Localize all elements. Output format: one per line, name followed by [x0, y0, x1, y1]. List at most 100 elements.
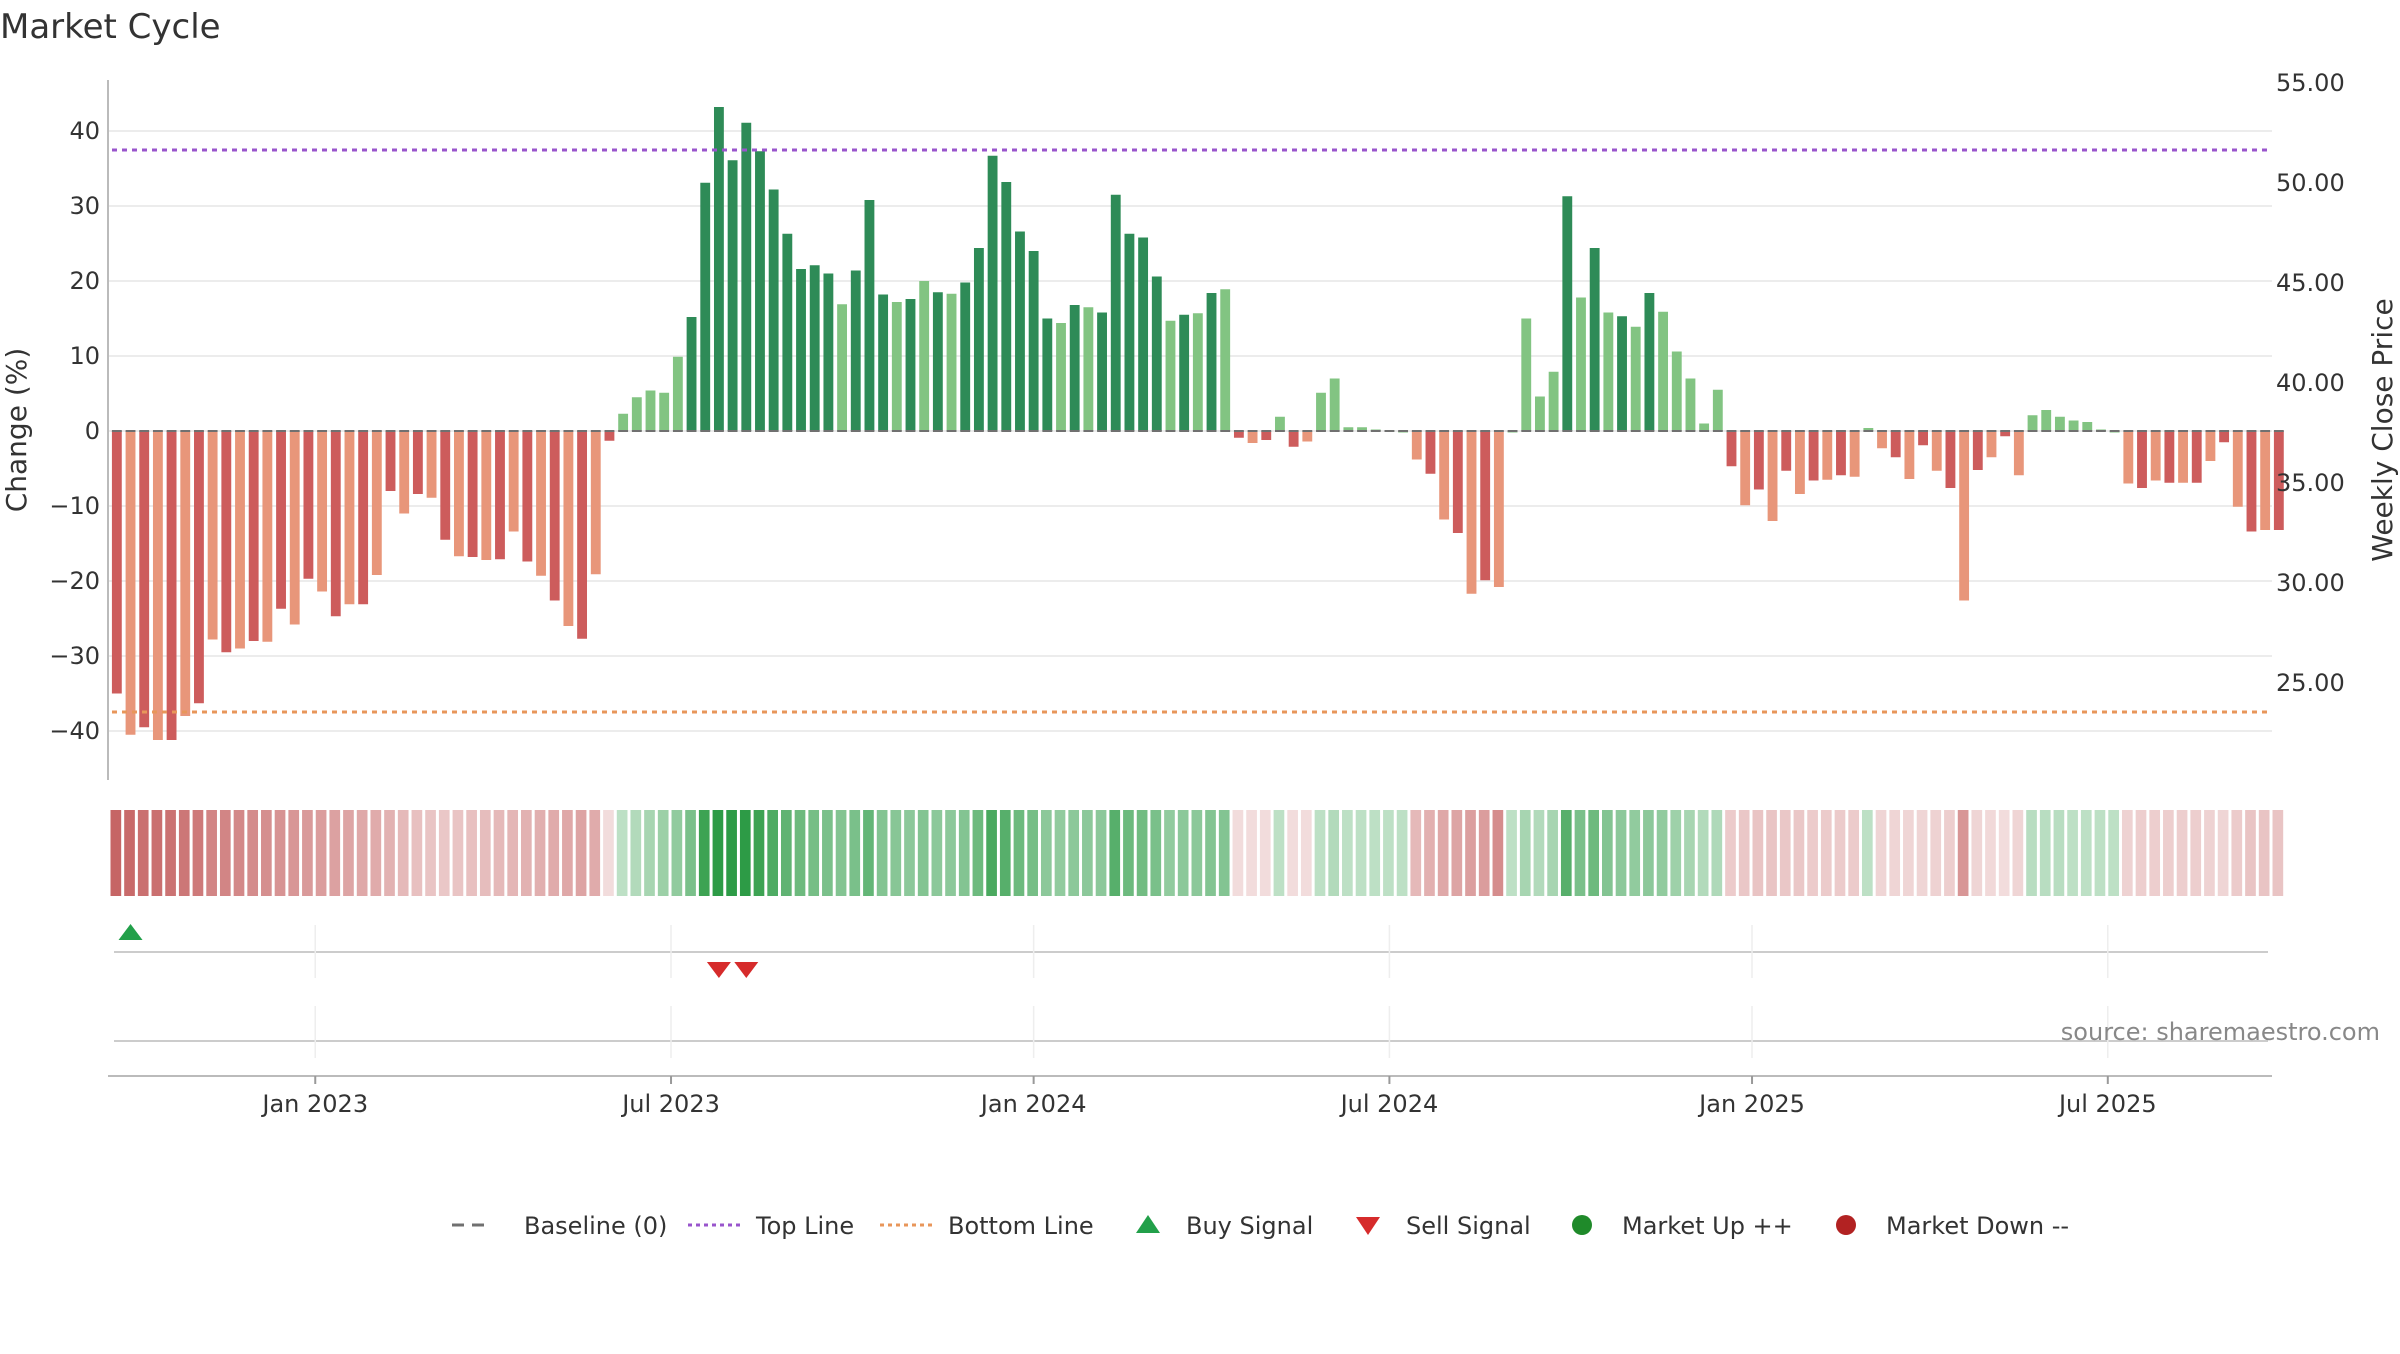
sell-signal-marker [706, 962, 731, 978]
heat-band-cell [1697, 810, 1709, 896]
heat-band-cell [1164, 810, 1175, 896]
legend-item: Bottom Line [880, 1212, 1094, 1240]
legend-label: Buy Signal [1186, 1212, 1313, 1240]
bar-change [1001, 182, 1012, 431]
heat-band-cell [397, 810, 409, 896]
heat-band-cell [1820, 810, 1832, 896]
bar-change [1808, 431, 1819, 481]
bar-change [1781, 431, 1792, 471]
heat-band-cell [1574, 810, 1586, 896]
heat-band-cell [1328, 810, 1340, 896]
heat-band-cell [192, 810, 204, 896]
y-right-tick-label: 45.00 [2276, 269, 2345, 297]
heat-band-cell [1027, 810, 1038, 896]
heat-band-cell [726, 810, 737, 896]
bar-change [755, 151, 765, 431]
heat-band-cell [384, 810, 395, 896]
bar-change [303, 431, 314, 579]
heat-band-cell [931, 810, 943, 896]
heat-band-cell [315, 810, 327, 896]
heat-band-cell [411, 810, 423, 896]
heat-band-cell [2039, 810, 2051, 896]
bar-change [1165, 320, 1176, 431]
heat-band-cell [1985, 810, 1996, 896]
bar-change [152, 431, 163, 740]
bar-change [2082, 422, 2093, 431]
legend-item: Market Up ++ [1572, 1212, 1793, 1240]
heat-band-cell [603, 810, 614, 896]
heat-band-cell [2135, 810, 2147, 896]
bar-change [2123, 431, 2134, 484]
heat-band-cell [2012, 810, 2024, 896]
heat-band-cell [1314, 810, 1326, 896]
bar-change [1439, 431, 1450, 520]
heat-band-cell [1533, 810, 1545, 896]
bar-change [1576, 297, 1586, 431]
heat-band-cell [2231, 810, 2243, 896]
bar-change [1863, 428, 1874, 431]
heat-band-cell [1246, 810, 1257, 896]
bar-change [1671, 351, 1682, 431]
bar-change [330, 431, 341, 617]
heat-band-cell [2190, 810, 2202, 896]
heat-band-cell [616, 810, 628, 896]
heat-band-cell [1205, 810, 1216, 896]
bar-change [1028, 251, 1039, 431]
heat-band-cell [2258, 810, 2270, 896]
bar-change [2013, 431, 2024, 476]
bar-change [1138, 237, 1149, 431]
bar-change [946, 293, 957, 431]
heat-band-cell [1903, 810, 1914, 896]
heat-band-cell [794, 810, 806, 896]
bar-change [713, 107, 724, 431]
buy-signal-marker [118, 924, 143, 940]
bar-change [262, 431, 273, 642]
heat-band-cell [1766, 810, 1777, 896]
y-left-tick-label: 40 [69, 117, 100, 145]
heat-band-cell [917, 810, 929, 896]
heat-band-cell [178, 810, 190, 896]
y-left-tick-label: 20 [69, 267, 100, 295]
x-tick-label: Jul 2024 [1339, 1090, 1439, 1118]
bar-change [139, 431, 150, 728]
heat-band-cell [1437, 810, 1449, 896]
heat-band-cell [1602, 810, 1613, 896]
bar-change [1959, 431, 1970, 601]
y-right-tick-label: 55.00 [2276, 69, 2345, 97]
bar-change [1288, 431, 1299, 447]
bar-change [672, 356, 683, 431]
legend: Baseline (0) Top Line Bottom Line Buy Signa… [452, 1212, 2069, 1240]
bar-change [1617, 316, 1627, 431]
heat-band-cell [534, 810, 546, 896]
bar-change [604, 431, 615, 441]
bar-change [590, 431, 601, 575]
bar-change [2164, 431, 2175, 483]
y-right-tick-label: 40.00 [2276, 369, 2345, 397]
bar-change [1179, 314, 1190, 431]
heat-band-cell [657, 810, 669, 896]
bar-change [1562, 196, 1573, 431]
bar-change [1904, 431, 1915, 479]
heat-band-cell [1232, 810, 1244, 896]
bar-change [1069, 305, 1080, 431]
bar-change [686, 317, 697, 431]
heat-band-cell [2094, 810, 2106, 896]
legend-swatch-buy [1136, 1215, 1160, 1233]
heat-band-cell [1643, 810, 1654, 896]
heat-band-cell [1082, 810, 1093, 896]
bar-change [1015, 231, 1025, 431]
y-right-tick-label: 30.00 [2276, 569, 2345, 597]
heat-band-cell [1519, 810, 1531, 896]
heat-band-cell [1670, 810, 1682, 896]
bar-change [1316, 392, 1326, 431]
bar-change [440, 431, 451, 540]
heat-band-cell [1971, 810, 1983, 896]
bar-change [905, 299, 916, 431]
heat-band-cell [890, 810, 902, 896]
bar-change [1630, 326, 1641, 431]
bar-change [1890, 431, 1901, 458]
bar-change [1192, 313, 1203, 431]
bar-change [2054, 416, 2065, 431]
bar-change [631, 397, 642, 431]
